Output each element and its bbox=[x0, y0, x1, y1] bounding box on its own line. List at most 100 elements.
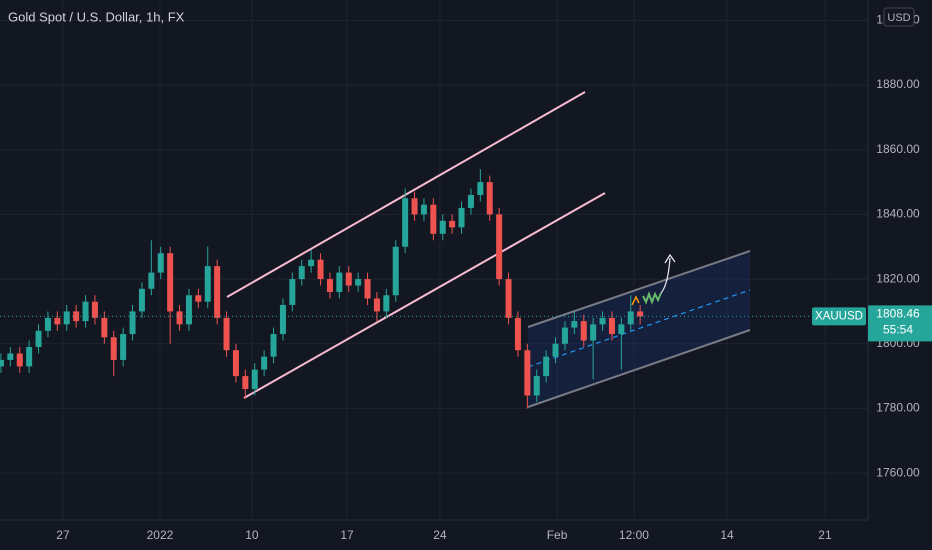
x-tick-label: 14 bbox=[720, 528, 734, 542]
candles bbox=[0, 169, 644, 409]
candle-body bbox=[185, 295, 192, 325]
candle-body bbox=[467, 195, 474, 208]
candle-body bbox=[308, 259, 315, 267]
candle-body bbox=[561, 327, 568, 344]
candle-body bbox=[167, 253, 174, 312]
y-tick-label: 1820.00 bbox=[876, 271, 920, 285]
y-tick-label: 1840.00 bbox=[876, 207, 920, 221]
trend-line bbox=[226, 91, 586, 298]
x-tick-label: 2022 bbox=[147, 528, 174, 542]
x-tick-label: 21 bbox=[818, 528, 832, 542]
arrow-head bbox=[664, 253, 676, 264]
candle-body bbox=[91, 301, 98, 318]
candle-body bbox=[270, 334, 277, 357]
candle-body bbox=[533, 376, 540, 396]
candle-body bbox=[402, 198, 409, 247]
symbol-badge bbox=[812, 307, 866, 326]
candle-body bbox=[590, 324, 597, 341]
candle-body bbox=[430, 204, 437, 234]
candle-body bbox=[26, 346, 33, 367]
candle-body bbox=[486, 182, 493, 215]
candle-body bbox=[44, 317, 51, 331]
channel-midline bbox=[527, 289, 751, 368]
candle-body bbox=[336, 272, 343, 293]
x-tick-label: 10 bbox=[245, 528, 259, 542]
x-tick-label: 27 bbox=[56, 528, 70, 542]
candle-body bbox=[35, 330, 42, 347]
candle-body bbox=[439, 220, 446, 234]
candle-body bbox=[82, 301, 89, 322]
price-badges: XAUUSD 1808.46 55:54 bbox=[812, 305, 932, 342]
candle-body bbox=[326, 279, 333, 293]
projection bbox=[631, 295, 640, 306]
candle-body bbox=[383, 295, 390, 312]
candle-body bbox=[251, 369, 258, 390]
candle-body bbox=[54, 317, 61, 325]
candle-body bbox=[317, 259, 324, 280]
candle-body bbox=[195, 295, 202, 302]
candle-body bbox=[16, 353, 23, 367]
projection-arrow bbox=[660, 257, 671, 294]
x-tick-label: 24 bbox=[433, 528, 447, 542]
y-tick-label: 1780.00 bbox=[876, 401, 920, 415]
candle-body bbox=[355, 279, 362, 286]
candle-body bbox=[627, 311, 634, 325]
candle-body bbox=[176, 311, 183, 325]
candle-body bbox=[477, 182, 484, 195]
candle-body bbox=[599, 317, 606, 325]
candle-body bbox=[637, 311, 644, 317]
candle-body bbox=[261, 356, 268, 370]
candle-body bbox=[552, 343, 559, 357]
candle-body bbox=[289, 279, 296, 305]
channel-line bbox=[527, 250, 751, 328]
axes: 1760.001780.001800.001820.001840.001860.… bbox=[56, 13, 920, 543]
candle-body bbox=[63, 311, 70, 325]
candle-body bbox=[392, 246, 399, 296]
candle-body bbox=[364, 279, 371, 299]
channel-line bbox=[527, 329, 751, 408]
candle-body bbox=[138, 288, 145, 312]
currency: USD bbox=[887, 12, 910, 24]
candle-body bbox=[279, 304, 286, 335]
y-tick-label: 1880.00 bbox=[876, 77, 920, 91]
candle-body bbox=[204, 266, 211, 302]
candle-body bbox=[223, 317, 230, 351]
candle-body bbox=[580, 321, 587, 341]
candle-body bbox=[411, 198, 418, 215]
candle-body bbox=[608, 317, 615, 335]
candle-body bbox=[148, 272, 155, 289]
candle-body bbox=[214, 266, 221, 318]
candle-body bbox=[449, 220, 456, 228]
candle-body bbox=[129, 311, 136, 335]
candle-body bbox=[298, 266, 305, 280]
y-tick-label: 1860.00 bbox=[876, 142, 920, 156]
candle-body bbox=[618, 324, 625, 335]
currency-badge[interactable] bbox=[883, 7, 915, 27]
candle-body bbox=[505, 279, 512, 318]
candle-body bbox=[157, 253, 164, 273]
candle-body bbox=[0, 359, 4, 367]
candle-body bbox=[420, 204, 427, 215]
candle-body bbox=[514, 317, 521, 351]
x-tick-label: Feb bbox=[547, 528, 568, 542]
symbol-label: XAUUSD bbox=[815, 310, 863, 322]
price-badge bbox=[868, 305, 932, 342]
candle-body bbox=[458, 207, 465, 228]
projection-wave bbox=[642, 291, 662, 305]
x-tick-label: 12:00 bbox=[619, 528, 649, 542]
last-price: 1808.46 bbox=[876, 307, 920, 321]
candle-body bbox=[242, 376, 249, 390]
chart-title: Gold Spot / U.S. Dollar, 1h, FX bbox=[8, 9, 185, 24]
candle-body bbox=[571, 321, 578, 328]
candle-body bbox=[496, 214, 503, 280]
candle-body bbox=[110, 337, 117, 360]
candle-body bbox=[543, 356, 550, 377]
candle-body bbox=[120, 334, 127, 360]
candle-body bbox=[524, 350, 531, 396]
trend-line bbox=[243, 192, 606, 399]
y-tick-label: 1760.00 bbox=[876, 465, 920, 479]
candle-body bbox=[7, 353, 14, 360]
candle-body bbox=[101, 317, 108, 338]
